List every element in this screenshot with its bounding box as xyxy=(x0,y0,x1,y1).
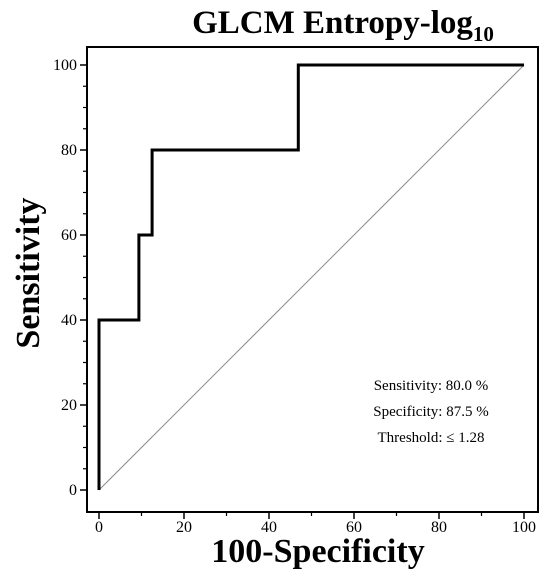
y-tick-label: 40 xyxy=(61,312,77,329)
y-axis-ticks: 0 20 40 60 80 100 xyxy=(53,57,87,499)
annotation-threshold: Threshold: ≤ 1.28 xyxy=(378,430,485,446)
annotation-specificity: Specificity: 87.5 % xyxy=(373,404,488,420)
x-tick-label: 100 xyxy=(512,519,536,536)
annotation-sensitivity: Sensitivity: 80.0 % xyxy=(374,378,489,394)
stats-annotation: Sensitivity: 80.0 % Specificity: 87.5 % … xyxy=(373,378,488,446)
x-axis-title: 100-Specificity xyxy=(211,533,424,570)
y-axis-title: Sensitivity xyxy=(10,197,47,348)
x-tick-label: 40 xyxy=(261,519,277,536)
x-tick-label: 0 xyxy=(95,519,103,536)
y-tick-label: 20 xyxy=(61,397,77,414)
y-tick-label: 0 xyxy=(69,482,77,499)
y-tick-label: 60 xyxy=(61,227,77,244)
y-tick-label: 100 xyxy=(53,57,77,74)
x-axis-ticks: 0 20 40 60 80 100 xyxy=(95,512,536,536)
chart-title-main: GLCM Entropy-log xyxy=(192,5,473,41)
x-tick-label: 20 xyxy=(176,519,192,536)
y-tick-label: 80 xyxy=(61,142,77,159)
chart-title-subscript: 10 xyxy=(473,22,494,46)
x-tick-label: 60 xyxy=(346,519,362,536)
reference-diagonal-line xyxy=(98,64,525,491)
chart-title: GLCM Entropy-log10 xyxy=(192,5,494,46)
plot-frame xyxy=(86,46,539,513)
x-tick-label: 80 xyxy=(431,519,447,536)
roc-curve xyxy=(97,63,524,490)
